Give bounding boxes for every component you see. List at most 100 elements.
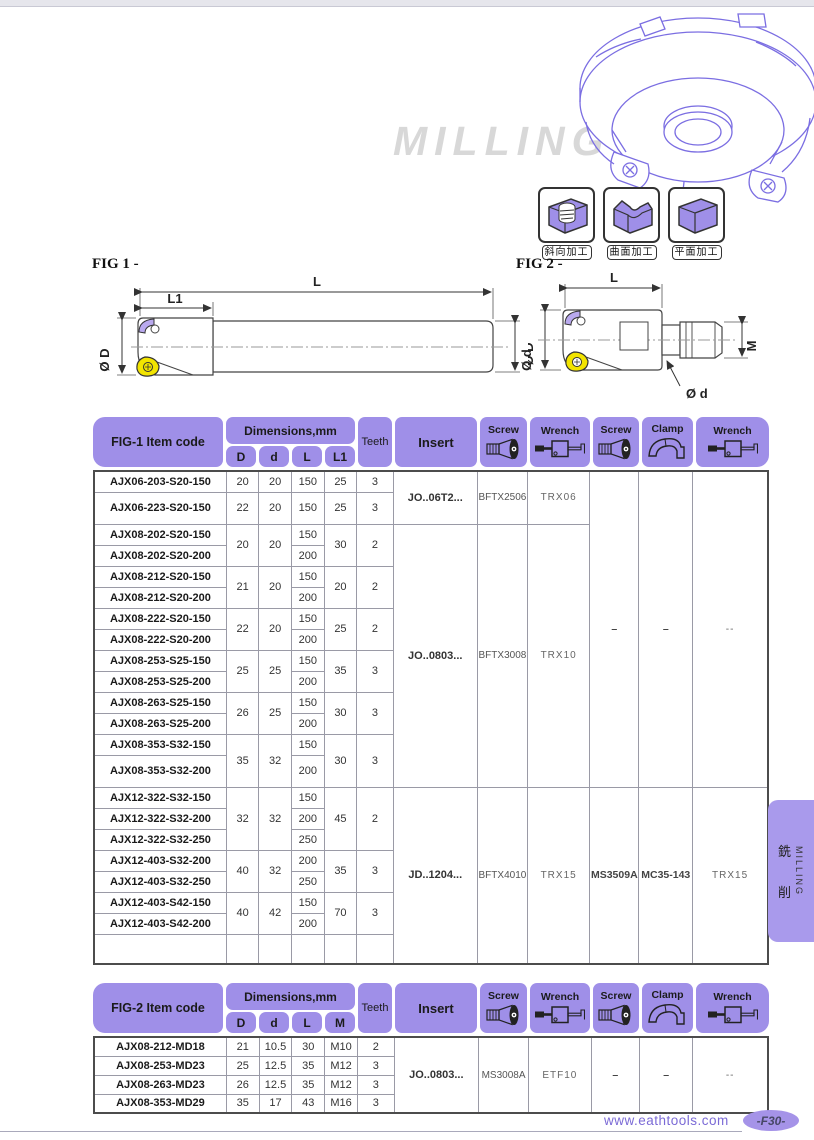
- cell-L1: 30: [323, 733, 358, 788]
- cell-d: 20: [258, 607, 292, 651]
- cell-code: AJX08-202-S20-200: [93, 544, 227, 567]
- cell-code: AJX08-353-MD29: [93, 1093, 227, 1114]
- fig1-dim-Od: Ø d: [519, 349, 534, 371]
- cell-insert: JO..0803...: [392, 523, 478, 788]
- cell-code: AJX08-222-S20-150: [93, 607, 227, 630]
- cell-L: 150: [290, 786, 325, 809]
- cell-D: 22: [225, 607, 260, 651]
- table-row: AJX08-353-S32-150 35 32 150 30 3: [93, 733, 768, 788]
- fig2-dim-L: L: [610, 272, 618, 285]
- cell-code: AJX08-253-S25-200: [93, 670, 227, 693]
- column-header-screw2: Screw: [593, 983, 639, 1033]
- table-row: AJX08-263-S25-150 26 25 150 30 3: [93, 691, 768, 735]
- cell-code: AJX08-263-S25-150: [93, 691, 227, 714]
- cell-M: M12: [324, 1055, 358, 1076]
- cell-insert: JD..1204...: [392, 786, 478, 965]
- column-header-clamp: Clamp: [642, 417, 693, 467]
- cell-L1: 45: [323, 786, 358, 851]
- column-header-D: D: [226, 446, 256, 467]
- cell-clamp: MC35-143: [638, 786, 694, 965]
- website-link[interactable]: www.eathtools.com: [604, 1113, 729, 1128]
- cell-L: 200: [290, 628, 325, 651]
- cell-L: 150: [290, 565, 325, 588]
- cell-teeth: 2: [356, 607, 394, 651]
- cell-code: AJX12-403-S42-150: [93, 891, 227, 914]
- cell-wrench2: --: [692, 470, 769, 788]
- column-header-L1: L1: [325, 446, 355, 467]
- cell-L: 250: [290, 870, 325, 893]
- cell-d: 25: [258, 649, 292, 693]
- cell-teeth: 3: [356, 491, 394, 525]
- table-row: [93, 933, 768, 965]
- cell-screw2: MS3509A: [589, 786, 640, 965]
- cell-d: [258, 933, 292, 965]
- cell-teeth: [356, 933, 394, 965]
- cell-code: AJX08-222-S20-200: [93, 628, 227, 651]
- cell-code: [93, 933, 227, 965]
- data-grid: AJX08-212-MD18 21 10.5 30 M10 2 JO..0803... MS3…: [93, 1036, 769, 1114]
- cell-code: AJX12-322-S32-250: [93, 828, 227, 851]
- cell-L1: 25: [323, 491, 358, 525]
- cell-insert: JO..0803...: [393, 1036, 480, 1114]
- face-milling-icon: [668, 187, 725, 243]
- cell-M: M10: [324, 1036, 358, 1057]
- cell-teeth: 2: [356, 523, 394, 567]
- cell-D: 22: [225, 491, 260, 525]
- cell-L: 35: [291, 1055, 326, 1076]
- page-top-strip: [0, 0, 814, 7]
- table-row: AJX08-222-S20-200 200: [93, 628, 768, 651]
- column-header-teeth: Teeth: [358, 417, 392, 467]
- cell-code: AJX08-212-S20-150: [93, 565, 227, 588]
- column-header-item-code: FIG-1 Item code: [93, 417, 223, 467]
- cell-teeth: 2: [356, 1036, 395, 1057]
- column-header-insert: Insert: [395, 983, 477, 1033]
- cell-L: 150: [290, 523, 325, 546]
- cell-code: AJX12-403-S32-250: [93, 870, 227, 893]
- cell-d: 10.5: [258, 1036, 293, 1057]
- cell-D: 35: [225, 733, 260, 788]
- wrench-icon: [707, 1005, 758, 1023]
- cell-L: 150: [290, 733, 325, 756]
- screw-icon: [485, 438, 518, 459]
- cell-wrench2: --: [692, 1036, 769, 1114]
- side-tab-milling: 銑 削 MILLING: [768, 800, 814, 942]
- table-row: AJX08-263-MD23 26 12.5 35 M12 3: [93, 1074, 768, 1095]
- cell-code: AJX12-322-S32-200: [93, 807, 227, 830]
- fig2-dim-OD: Ø D: [528, 342, 536, 365]
- fig2-caption: FIG 2 -: [516, 256, 563, 272]
- cell-code: AJX08-353-S32-150: [93, 733, 227, 756]
- fig1-drawing: L L1 Ø D Ø d: [97, 274, 534, 377]
- cell-code: AJX08-263-MD23: [93, 1074, 227, 1095]
- wrench-icon: [535, 1005, 585, 1023]
- cell-D: 21: [225, 1036, 260, 1057]
- cell-screw: MS3008A: [478, 1036, 530, 1114]
- cell-L: 200: [290, 807, 325, 830]
- cell-M: M16: [324, 1093, 358, 1114]
- cell-teeth: 3: [356, 891, 394, 935]
- column-header-clamp: Clamp: [642, 983, 693, 1033]
- column-header-screw: Screw: [480, 983, 527, 1033]
- cell-L1: 20: [323, 565, 358, 609]
- clamp-icon: [647, 437, 685, 459]
- cell-code: AJX08-263-S25-200: [93, 712, 227, 735]
- cell-D: 21: [225, 565, 260, 609]
- table-row: AJX08-222-S20-150 22 20 150 25 2: [93, 607, 768, 651]
- wrench-icon: [535, 439, 585, 457]
- machining-icons-row: 斜向加工 曲面加工 平面加工: [538, 187, 725, 260]
- table-row: AJX08-253-S25-150 25 25 150 35 3: [93, 649, 768, 693]
- column-header-M: M: [325, 1012, 355, 1033]
- cell-L: 150: [290, 491, 325, 525]
- side-tab-chinese: 銑 削: [777, 844, 791, 900]
- icon-ramping: 斜向加工: [538, 187, 595, 260]
- cell-L: 250: [290, 828, 325, 851]
- cell-wrench: TRX06: [526, 470, 591, 525]
- cell-d: 32: [258, 849, 292, 893]
- cell-code: AJX08-212-S20-200: [93, 586, 227, 609]
- cell-D: 32: [225, 786, 260, 851]
- fig1-dim-L1: L1: [167, 291, 182, 306]
- cell-wrench: ETF10: [528, 1036, 592, 1114]
- milling-watermark: MILLING: [393, 118, 611, 164]
- cell-teeth: 2: [356, 565, 394, 609]
- cell-d: 12.5: [258, 1055, 293, 1076]
